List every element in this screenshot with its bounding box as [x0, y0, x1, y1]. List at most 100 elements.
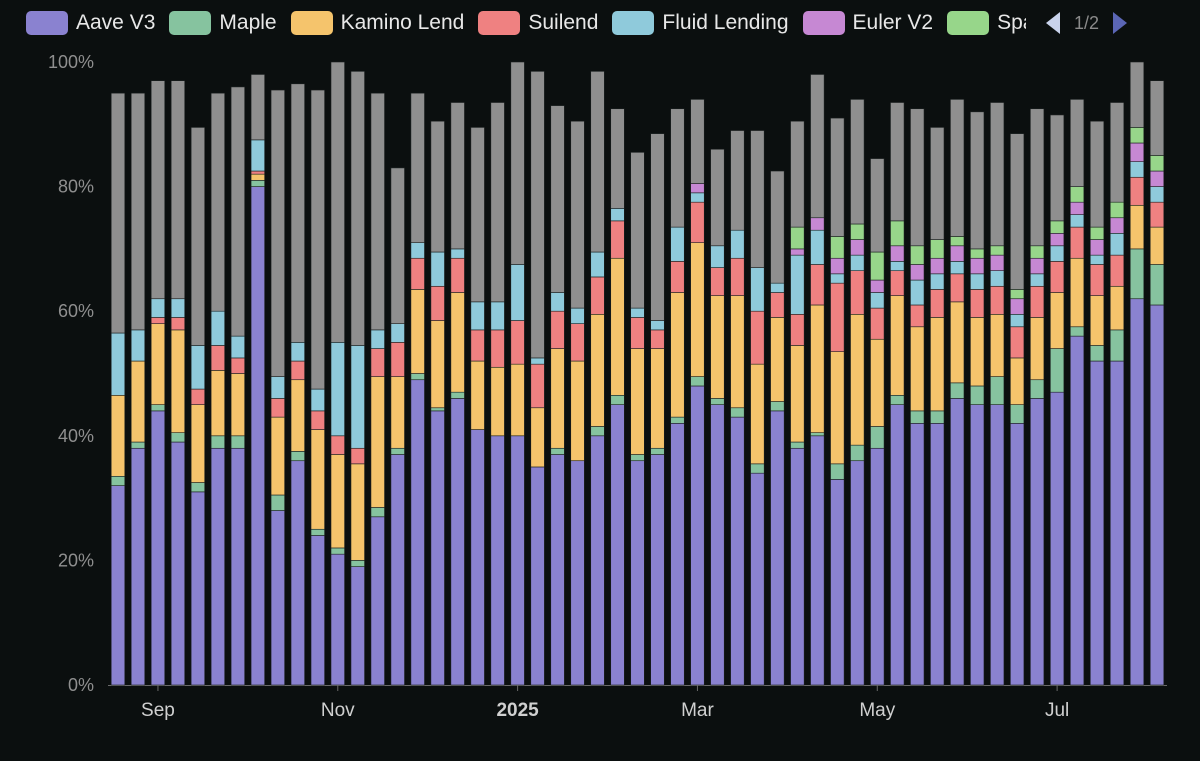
bar-segment — [610, 208, 625, 222]
bar-segment — [1030, 398, 1045, 686]
bar-segment — [630, 317, 645, 349]
bar-segment — [890, 102, 905, 222]
y-tick-label: 0% — [68, 675, 94, 695]
legend-item[interactable]: Spark — [947, 8, 1026, 38]
bar-segment — [1010, 357, 1025, 405]
bar-segment — [510, 435, 525, 686]
bar-segment — [650, 454, 665, 686]
bar-segment — [1069, 326, 1085, 337]
bar-segment — [150, 404, 166, 412]
bar-segment — [150, 298, 166, 318]
bar-segment — [810, 217, 825, 231]
bar-segment — [490, 435, 505, 686]
legend-item[interactable]: Maple — [169, 8, 277, 38]
bar-segment — [670, 416, 685, 424]
bar-segment — [710, 404, 725, 686]
bar-segment — [670, 292, 685, 418]
bar-segment — [430, 251, 445, 287]
bar-segment — [950, 99, 965, 237]
bar-segment — [310, 528, 325, 536]
bar-segment — [950, 273, 965, 303]
bar-segment — [430, 410, 445, 686]
bar-segment — [950, 382, 965, 399]
bar-segment — [990, 270, 1005, 287]
legend-item[interactable]: Fluid Lending — [612, 8, 789, 38]
bar-segment — [490, 329, 505, 368]
bar-segment — [530, 357, 545, 365]
bar-segment — [630, 307, 645, 318]
bar-segment — [230, 373, 245, 437]
bar-segment — [970, 404, 985, 686]
bar-segment — [830, 282, 845, 352]
bar-segment — [610, 257, 625, 396]
bar-segment — [850, 239, 865, 256]
bar-segment — [310, 388, 325, 412]
bar-segment — [930, 423, 945, 686]
legend-item[interactable]: Aave V3 — [26, 8, 155, 38]
legend-swatch — [478, 11, 521, 35]
pager-next-icon[interactable] — [1113, 12, 1128, 34]
bar-segment — [330, 342, 345, 437]
bar-segment — [250, 170, 265, 175]
bar-segment — [910, 108, 925, 247]
bar-segment — [810, 74, 825, 219]
bar-segment — [410, 373, 425, 381]
legend-item[interactable]: Euler V2 — [802, 8, 933, 38]
bar-segment — [250, 74, 265, 141]
bar-segment — [450, 248, 465, 259]
bar-segment — [930, 410, 945, 424]
legend-item[interactable]: Suilend — [478, 8, 598, 38]
bar-segment — [1149, 80, 1165, 156]
bar-segment — [1050, 114, 1065, 222]
bar-segment — [450, 292, 465, 393]
pager-prev-icon[interactable] — [1046, 12, 1060, 34]
legend-label: Aave V3 — [76, 11, 156, 34]
bar-segment — [110, 395, 126, 477]
bar-segment — [610, 404, 625, 686]
bar-segment — [230, 435, 245, 449]
bar-segment — [850, 314, 865, 446]
bar-segment — [550, 348, 565, 449]
bar-segment — [350, 345, 365, 449]
bar-segment — [310, 410, 325, 430]
bar-segment — [210, 345, 225, 371]
bar-segment — [1089, 360, 1105, 686]
bar-segment — [290, 360, 305, 381]
bar-segment — [170, 298, 186, 318]
bar-segment — [1129, 204, 1145, 250]
bar-segment — [350, 447, 365, 465]
bar-segment — [1109, 285, 1125, 331]
bar-segment — [950, 261, 965, 275]
bar-segment — [1149, 304, 1165, 686]
bar-segment — [1069, 335, 1085, 686]
bar-segment — [1129, 248, 1145, 300]
bar-segment — [410, 379, 425, 686]
bar-segment — [1069, 186, 1085, 203]
bar-segment — [790, 226, 805, 250]
bar-segment — [490, 366, 505, 437]
bar-segment — [370, 92, 385, 331]
legend-item[interactable]: Kamino Lend — [290, 8, 464, 38]
bar-segment — [1069, 99, 1085, 187]
bar-segment — [470, 301, 485, 331]
y-tick-label: 40% — [58, 426, 94, 446]
legend-pager: 1/2 — [1046, 8, 1166, 38]
bar-segment — [790, 314, 805, 346]
bar-segment — [970, 317, 985, 387]
bar-segment — [890, 295, 905, 396]
bar-segment — [1149, 226, 1165, 265]
bar-segment — [670, 423, 685, 686]
bar-segment — [1109, 217, 1125, 234]
bar-segment — [310, 429, 325, 530]
y-tick-label: 80% — [58, 177, 94, 197]
bar-segment — [210, 435, 225, 449]
bar-segment — [1050, 220, 1065, 234]
bar-segment — [590, 435, 605, 686]
bar-segment — [350, 71, 365, 346]
bar-segment — [870, 447, 885, 686]
bar-segment — [810, 435, 825, 686]
bar-segment — [1089, 345, 1105, 362]
bar-segment — [890, 395, 905, 405]
bar-segment — [770, 282, 785, 293]
